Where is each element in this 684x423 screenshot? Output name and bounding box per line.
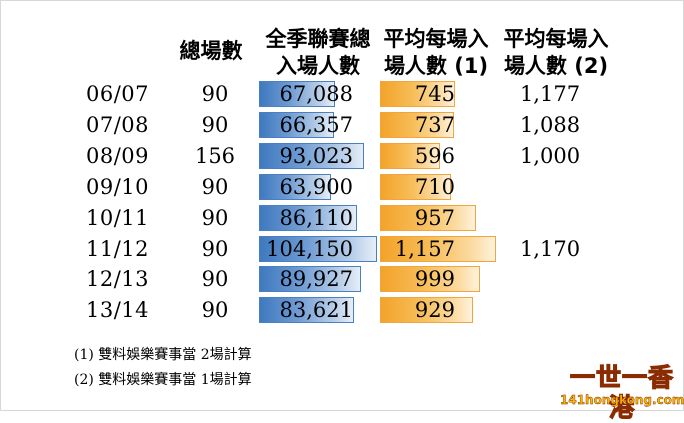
season-label: 12/13 <box>86 267 150 292</box>
total-attendance-bar <box>259 111 334 138</box>
avg-attendance-2-value: 1,088 <box>519 112 581 137</box>
table-row: 06/07 90 67,088 745 1,177 <box>0 79 684 109</box>
footnote-1: (1) 雙料娛樂賽事當 2場計算 <box>74 347 252 363</box>
avg-attendance-bar <box>380 142 440 169</box>
header-games: 總場數 <box>179 39 243 63</box>
total-attendance-value: 89,927 <box>279 267 353 292</box>
table-row: 11/12 90 104,150 1,157 1,170 <box>0 234 684 264</box>
total-attendance-bar <box>259 173 331 200</box>
games-count: 90 <box>201 267 229 292</box>
total-attendance-bar <box>259 297 354 324</box>
avg-attendance-2-value: 1,170 <box>519 236 581 261</box>
total-attendance-bar <box>259 204 357 231</box>
header-total-attendance: 全季聯賽總 入場人數 <box>265 27 371 78</box>
watermark-logo: 一世一香港 141hongkong.com <box>560 362 684 422</box>
season-label: 13/14 <box>86 298 150 323</box>
avg-attendance-1-value: 957 <box>414 205 455 230</box>
avg-attendance-2-value <box>500 203 600 233</box>
avg-attendance-2-value: 1,000 <box>519 143 581 168</box>
season-label: 10/11 <box>86 205 150 230</box>
season-label: 11/12 <box>86 236 150 261</box>
total-attendance-value: 63,900 <box>279 174 353 199</box>
table-row: 10/11 90 86,110 957 <box>0 203 684 233</box>
avg-attendance-1-value: 745 <box>414 82 455 106</box>
games-count: 90 <box>201 112 229 137</box>
avg-attendance-bar <box>380 297 473 324</box>
header-avg-attendance-2: 平均每場入 場人數 (2) <box>503 27 609 78</box>
games-count: 90 <box>201 205 229 230</box>
table-row: 09/10 90 63,900 710 <box>0 172 684 202</box>
avg-attendance-1-value: 737 <box>414 112 455 137</box>
table-row: 08/09 156 93,023 596 1,000 <box>0 141 684 171</box>
games-count: 90 <box>201 82 229 106</box>
avg-attendance-1-value: 596 <box>414 143 455 168</box>
watermark-site-text: 141hongkong.com <box>560 393 684 407</box>
games-count: 90 <box>201 236 229 261</box>
total-attendance-value: 67,088 <box>279 82 353 106</box>
avg-attendance-2-value <box>500 264 600 294</box>
avg-attendance-2-value <box>500 172 600 202</box>
avg-attendance-bar <box>380 266 480 293</box>
avg-attendance-1-value: 929 <box>414 298 455 323</box>
total-attendance-value: 83,621 <box>279 298 353 323</box>
season-label: 08/09 <box>86 143 150 168</box>
season-label: 06/07 <box>86 82 150 106</box>
table-row: 07/08 90 66,357 737 1,088 <box>0 110 684 140</box>
season-label: 09/10 <box>86 174 150 199</box>
avg-attendance-bar <box>380 204 476 231</box>
avg-attendance-bar <box>380 235 496 262</box>
games-count: 156 <box>194 143 236 168</box>
avg-attendance-bar <box>380 81 455 107</box>
avg-attendance-1-value: 1,157 <box>394 236 455 261</box>
total-attendance-value: 86,110 <box>279 205 353 230</box>
total-attendance-value: 104,150 <box>266 236 353 261</box>
footnote-2: (2) 雙料娛樂賽事當 1場計算 <box>74 372 252 388</box>
avg-attendance-1-value: 710 <box>414 174 455 199</box>
total-attendance-bar <box>259 81 335 107</box>
table-row: 12/13 90 89,927 999 <box>0 264 684 294</box>
table-row: 13/14 90 83,621 929 <box>0 295 684 325</box>
games-count: 90 <box>201 174 229 199</box>
games-count: 90 <box>201 298 229 323</box>
avg-attendance-1-value: 999 <box>414 267 455 292</box>
watermark-main-text: 一世一香港 <box>569 362 674 422</box>
total-attendance-bar <box>259 142 364 169</box>
avg-attendance-2-value: 1,177 <box>519 82 581 106</box>
avg-attendance-bar <box>380 111 454 138</box>
total-attendance-bar <box>259 266 361 293</box>
header-avg-attendance-1: 平均每場入 場人數 (1) <box>383 27 489 78</box>
avg-attendance-2-value <box>500 295 600 325</box>
avg-attendance-bar <box>380 173 451 200</box>
total-attendance-value: 93,023 <box>279 143 353 168</box>
total-attendance-value: 66,357 <box>279 112 353 137</box>
season-label: 07/08 <box>86 112 150 137</box>
total-attendance-bar <box>259 235 377 262</box>
